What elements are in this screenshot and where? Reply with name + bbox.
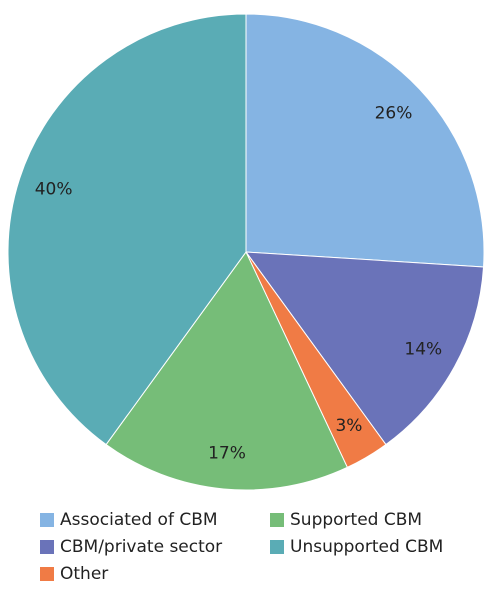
legend-label: Associated of CBM — [60, 510, 218, 530]
legend-label: Other — [60, 564, 108, 584]
legend-label: Unsupported CBM — [290, 537, 443, 557]
slice-label: 26% — [375, 104, 413, 124]
pie-slice — [244, 251, 484, 446]
legend-label: CBM/private sector — [60, 537, 222, 557]
legend-swatch — [40, 513, 54, 527]
slice-label: 3% — [335, 416, 362, 436]
slice-label: 40% — [35, 179, 73, 199]
legend-swatch — [40, 540, 54, 554]
legend-swatch — [40, 567, 54, 581]
pie-slice — [245, 13, 484, 268]
pie-slice — [105, 251, 349, 491]
legend-label: Supported CBM — [290, 510, 422, 530]
legend-swatch — [270, 540, 284, 554]
legend-swatch — [270, 513, 284, 527]
slice-label: 14% — [404, 339, 442, 359]
slice-label: 17% — [208, 443, 246, 463]
pie-slice — [7, 13, 247, 446]
